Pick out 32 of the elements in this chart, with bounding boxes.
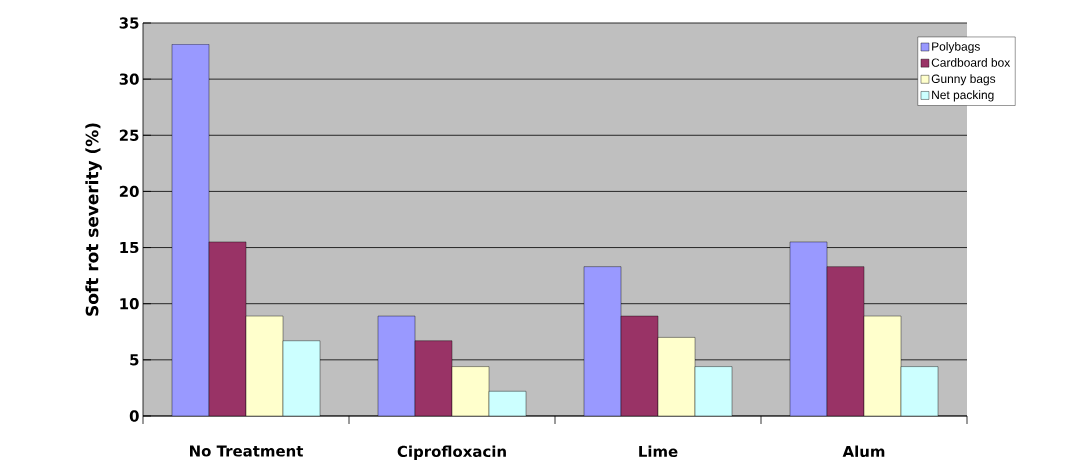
y-tick-label: 5 [130,354,139,366]
bar [283,340,321,416]
legend-label: Polybags [932,41,980,54]
bar [583,266,622,416]
legend-label: Cardboard box [931,58,1011,67]
legend-label: Net packing [932,90,994,102]
bar [863,315,902,416]
bar [826,266,865,416]
x-tick-label: No Treatment [190,445,304,457]
y-tick-label: 30 [119,73,139,85]
y-tick-label: 10 [120,298,139,310]
y-tick-label: 20 [119,185,139,198]
bar [900,366,939,416]
bar [414,340,453,416]
bar [172,44,210,416]
x-tick-label: Alum [842,445,885,458]
x-tick-label: Lime [639,445,678,458]
bar [789,241,828,416]
bar [451,366,490,416]
bar [694,366,733,416]
y-tick-label: 25 [119,129,139,141]
bar [246,316,284,416]
y-axis-title: Soft rot severity (%) [85,123,102,316]
bar [209,241,247,416]
bar [377,315,416,416]
x-tick-label: Ciprofloxacin [397,445,506,460]
y-tick-label: 0 [129,410,139,422]
y-tick-label: 35 [119,17,139,29]
y-tick-label: 15 [120,242,139,254]
legend-label: Gunny bags [931,74,996,86]
bar [620,315,659,416]
bar [657,337,696,416]
